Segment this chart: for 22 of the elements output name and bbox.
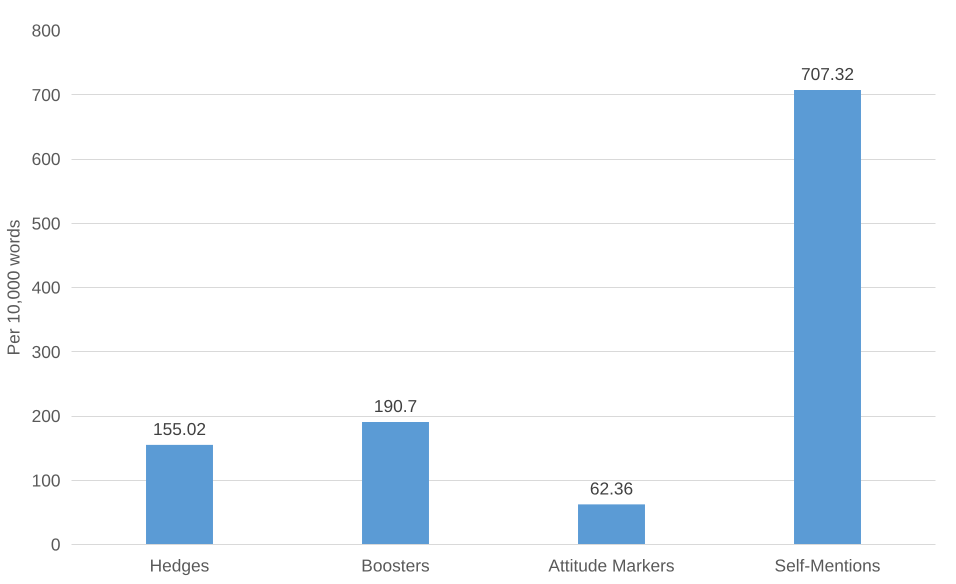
y-tick-label: 800 xyxy=(32,20,61,40)
y-tick-label: 300 xyxy=(32,342,61,362)
y-tick-label: 400 xyxy=(32,278,61,298)
x-tick-label: Hedges xyxy=(150,556,210,576)
y-axis-title: Per 10,000 words xyxy=(4,219,24,356)
x-tick-label: Attitude Markers xyxy=(548,556,675,576)
data-label: 190.7 xyxy=(374,396,418,416)
y-tick-label: 700 xyxy=(32,84,61,105)
data-label: 62.36 xyxy=(590,478,634,498)
bar xyxy=(146,444,213,544)
y-tick-label: 500 xyxy=(32,213,61,234)
x-tick-label: Self-Mentions xyxy=(774,556,881,576)
data-label: 155.02 xyxy=(153,418,206,439)
bar xyxy=(578,504,645,544)
bar xyxy=(794,90,861,544)
x-tick-label: Boosters xyxy=(361,556,430,576)
bar xyxy=(362,422,429,544)
data-label: 707.32 xyxy=(801,64,854,84)
y-tick-label: 100 xyxy=(32,470,61,490)
y-tick-label: 600 xyxy=(32,149,61,169)
y-tick-label: 0 xyxy=(50,534,61,554)
y-tick-label: 200 xyxy=(32,406,61,426)
